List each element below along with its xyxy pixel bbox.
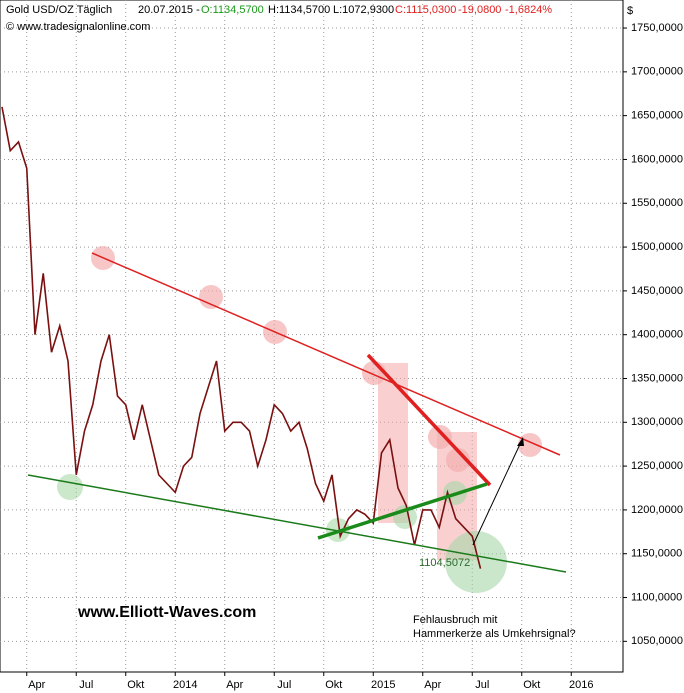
x-tick-label: 2016 — [569, 679, 593, 691]
y-tick-label: 1400,0000 — [631, 329, 683, 341]
note: Hammerkerze als Umkehrsignal? — [413, 628, 576, 640]
analysis-overlay — [57, 246, 542, 593]
y-tick-label: 1450,0000 — [631, 285, 683, 297]
y-tick-label: 1050,0000 — [631, 635, 683, 647]
plot-area — [0, 0, 624, 673]
x-tick-label: Apr — [28, 679, 45, 691]
y-tick-label: 1250,0000 — [631, 460, 683, 472]
y-tick-label: 1150,0000 — [631, 548, 682, 560]
x-tick-label: Jul — [277, 679, 291, 691]
x-tick-label: 2014 — [173, 679, 197, 691]
header-close: C:1115,0300 — [395, 4, 456, 16]
x-tick-label: Apr — [424, 679, 441, 691]
y-tick-label: 1350,0000 — [631, 372, 683, 384]
y-tick-label: 1500,0000 — [631, 241, 683, 253]
x-tick-label: Jul — [79, 679, 93, 691]
y-tick-label: 1600,0000 — [631, 153, 683, 165]
header-high: H:1134,5700 — [268, 4, 330, 16]
x-tick-label: Okt — [325, 679, 342, 691]
header-date: 20.07.2015 - — [138, 4, 200, 16]
note: Fehlausbruch mit — [413, 614, 497, 626]
x-tick-label: Okt — [127, 679, 144, 691]
header-instrument: Gold USD/OZ Täglich — [6, 4, 112, 16]
low-value-label: 1104,5072 — [419, 557, 470, 569]
y-tick-label: 1100,0000 — [631, 591, 682, 603]
trend-lines — [27, 252, 567, 573]
y-tick-label: 1550,0000 — [631, 197, 683, 209]
x-tick-label: Okt — [523, 679, 540, 691]
x-tick-label: 2015 — [371, 679, 395, 691]
x-tick-label: Jul — [475, 679, 489, 691]
series — [1, 106, 482, 569]
header-change-pct: -1,6824% — [505, 4, 552, 16]
y-tick-label: 1750,0000 — [631, 22, 683, 34]
y-tick-label: 1650,0000 — [631, 110, 683, 122]
y-tick-label: 1300,0000 — [631, 416, 683, 428]
highlight-box — [378, 363, 408, 523]
y-tick-label: 1700,0000 — [631, 66, 683, 78]
source: © www.tradesignalonline.com — [6, 21, 150, 33]
header-low: L:1072,9300 — [333, 4, 394, 16]
price-line — [1, 106, 482, 569]
x-tick-label: Apr — [226, 679, 243, 691]
header-change: -19,0800 — [458, 4, 501, 16]
header-open: O:1134,5700 — [201, 4, 264, 16]
currency: $ — [627, 5, 633, 17]
y-tick-label: 1200,0000 — [631, 504, 683, 516]
watermark: www.Elliott-Waves.com — [77, 604, 256, 621]
